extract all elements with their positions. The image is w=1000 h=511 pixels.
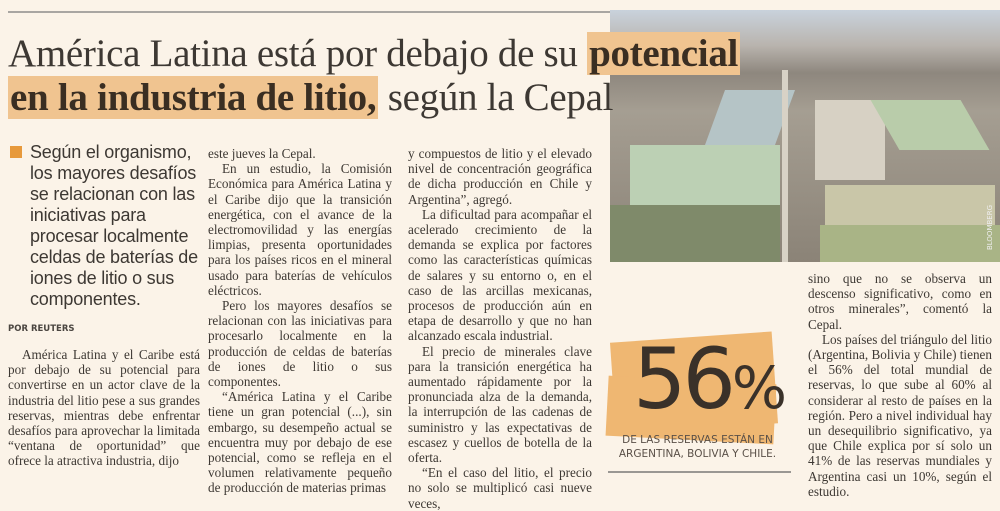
stat-unit: % — [731, 354, 787, 422]
headline-highlight-1: potencial — [587, 32, 741, 75]
stat-callout: 56% DE LAS RESERVAS ESTÁN EN ARGENTINA, B… — [605, 325, 787, 465]
paragraph: La dificultad para acompañar el acelerad… — [408, 206, 592, 344]
deck: Según el organismo, los mayores desafíos… — [8, 142, 200, 310]
paragraph: En un estudio, la Comisión Económica par… — [208, 161, 392, 298]
paragraph: este jueves la Cepal. — [208, 146, 316, 161]
stat-caption-line-1: DE LAS RESERVAS ESTÁN EN — [622, 434, 773, 446]
paragraph: “En el caso del litio, el precio no solo… — [408, 465, 592, 511]
stat-value: 56 — [633, 330, 736, 428]
body-column-4: sino que no se observa un descenso signi… — [808, 271, 992, 499]
body-column-2: este jueves la Cepal. En un estudio, la … — [208, 146, 392, 496]
stat-caption: DE LAS RESERVAS ESTÁN EN ARGENTINA, BOLIV… — [605, 433, 790, 461]
byline: POR REUTERS — [8, 324, 75, 334]
paragraph: Pero los mayores desafíos se relacionan … — [208, 298, 392, 390]
paragraph: El precio de minerales clave para la tra… — [408, 343, 592, 466]
paragraph: sino que no se observa un descenso signi… — [808, 271, 992, 332]
paragraph: Los países del triángulo del litio (Arge… — [808, 331, 992, 499]
bottom-rule — [608, 471, 791, 473]
deck-text: Según el organismo, los mayores desafíos… — [30, 142, 198, 309]
headline-highlight-2: en la industria de litio, — [8, 76, 379, 119]
paragraph: América Latina y el Caribe está por deba… — [8, 347, 200, 469]
salt-flat-photo: BLOOMBERG — [610, 10, 1000, 262]
body-column-3: y compuestos de litio y el elevado nivel… — [408, 146, 592, 511]
bullet-square-icon — [10, 146, 22, 158]
headline-part1: América Latina está por debajo de su — [8, 32, 588, 75]
body-column-1: América Latina y el Caribe está por deba… — [8, 347, 200, 469]
stat-number: 56% — [633, 330, 787, 436]
stat-caption-line-2: ARGENTINA, BOLIVIA Y CHILE. — [618, 448, 777, 460]
headline: América Latina está por debajo de su pot… — [8, 32, 768, 120]
photo-credit: BLOOMBERG — [986, 205, 994, 251]
top-rule — [8, 11, 610, 13]
paragraph: y compuestos de litio y el elevado nivel… — [408, 146, 592, 207]
paragraph: “América Latina y el Caribe tiene un gra… — [208, 389, 392, 496]
left-column: Según el organismo, los mayores desafíos… — [8, 142, 200, 469]
headline-part2: según la Cepal — [378, 76, 614, 119]
